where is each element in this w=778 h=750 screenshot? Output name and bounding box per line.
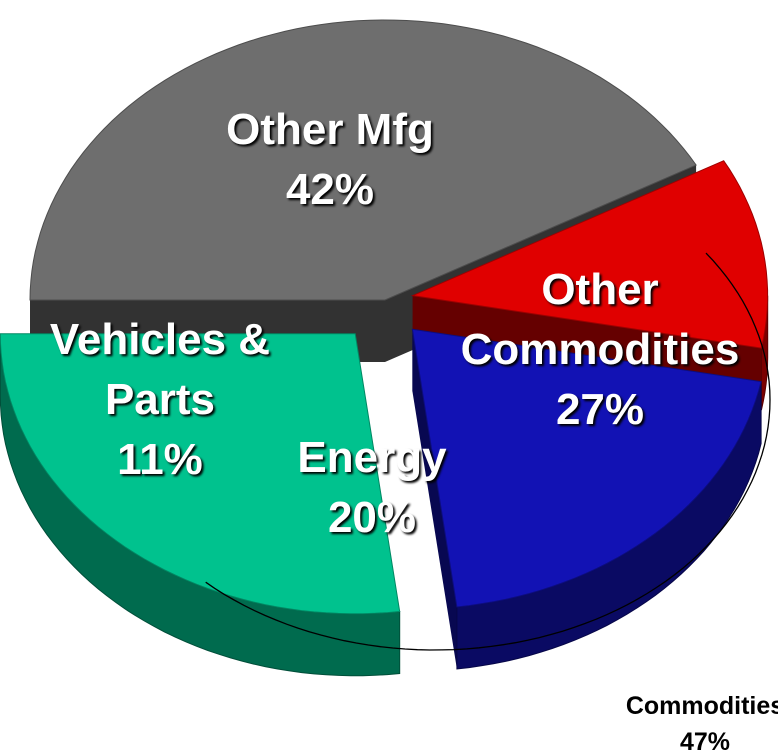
slice-label: Vehicles & Parts 11% [10, 310, 310, 490]
slice-name: Vehicles & Parts [49, 315, 271, 424]
annotation-label: Commodities [625, 692, 778, 720]
slice-name: Energy [297, 433, 447, 482]
slice [411, 328, 762, 670]
slice-label: Other Mfg 42% [120, 100, 540, 220]
slice-label: Energy 20% [262, 428, 482, 548]
slice-top [0, 333, 401, 615]
slice [0, 333, 401, 677]
slice-value-label: 42% [285, 165, 375, 214]
annotation: Commodities 47% [626, 688, 778, 750]
slice-value-label: 27% [555, 385, 645, 434]
slice [410, 160, 769, 411]
slice-top [410, 160, 769, 349]
slice-value-label: 11% [117, 435, 203, 484]
slice-top [411, 328, 762, 608]
slice-name: Other Commodities [460, 265, 740, 374]
annotation-value-label: 47% [679, 728, 731, 750]
slice-name: Other Mfg [226, 105, 434, 154]
slice-wall [412, 329, 457, 669]
slice-value-label: 20% [327, 493, 417, 542]
bracket [205, 252, 771, 651]
slice-top [29, 19, 697, 301]
slice-label: Other Commodities 27% [430, 260, 770, 440]
